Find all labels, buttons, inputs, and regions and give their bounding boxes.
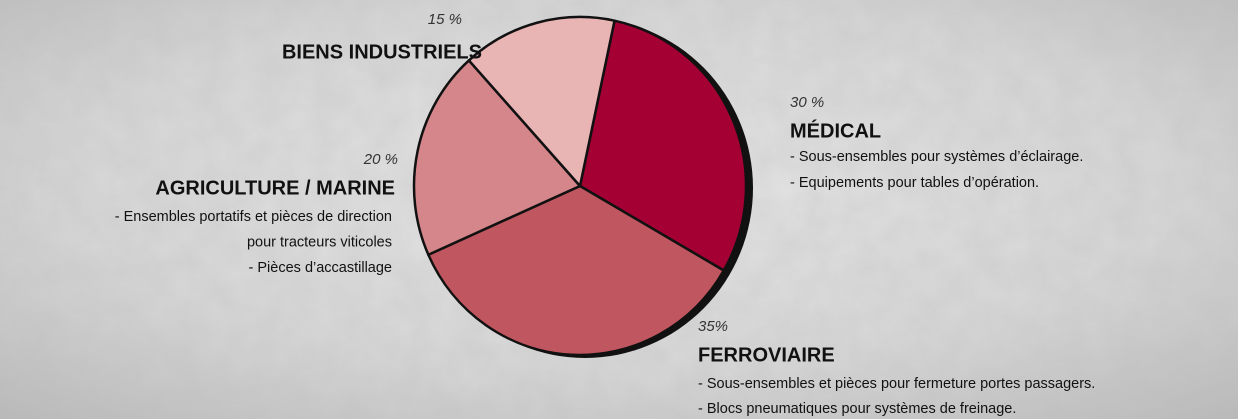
description: - Ensembles portatifs et pièces de direc… (115, 209, 392, 225)
description: pour tracteurs viticoles (247, 234, 392, 250)
pie-slice (578, 19, 748, 272)
description: - Pièces d’accastillage (249, 260, 392, 276)
value-label: 35% (698, 318, 728, 335)
value-label: 15 % (428, 11, 462, 28)
description: - Equipements pour tables d’opération. (790, 175, 1039, 191)
description: - Sous-ensembles pour systèmes d’éclaira… (790, 149, 1083, 165)
category-label: BIENS INDUSTRIELS (282, 41, 482, 63)
pie-slice (467, 15, 616, 188)
category-label: AGRICULTURE / MARINE (155, 177, 395, 199)
value-label: 30 % (790, 94, 824, 111)
category-label: FERROVIAIRE (698, 344, 835, 366)
description: - Sous-ensembles et pièces pour fermetur… (698, 376, 1095, 392)
pie-slice (427, 184, 726, 357)
pie-slice (412, 59, 582, 256)
description: - Blocs pneumatiques pour systèmes de fr… (698, 401, 1016, 417)
value-label: 20 % (363, 151, 398, 168)
category-label: MÉDICAL (790, 119, 881, 142)
